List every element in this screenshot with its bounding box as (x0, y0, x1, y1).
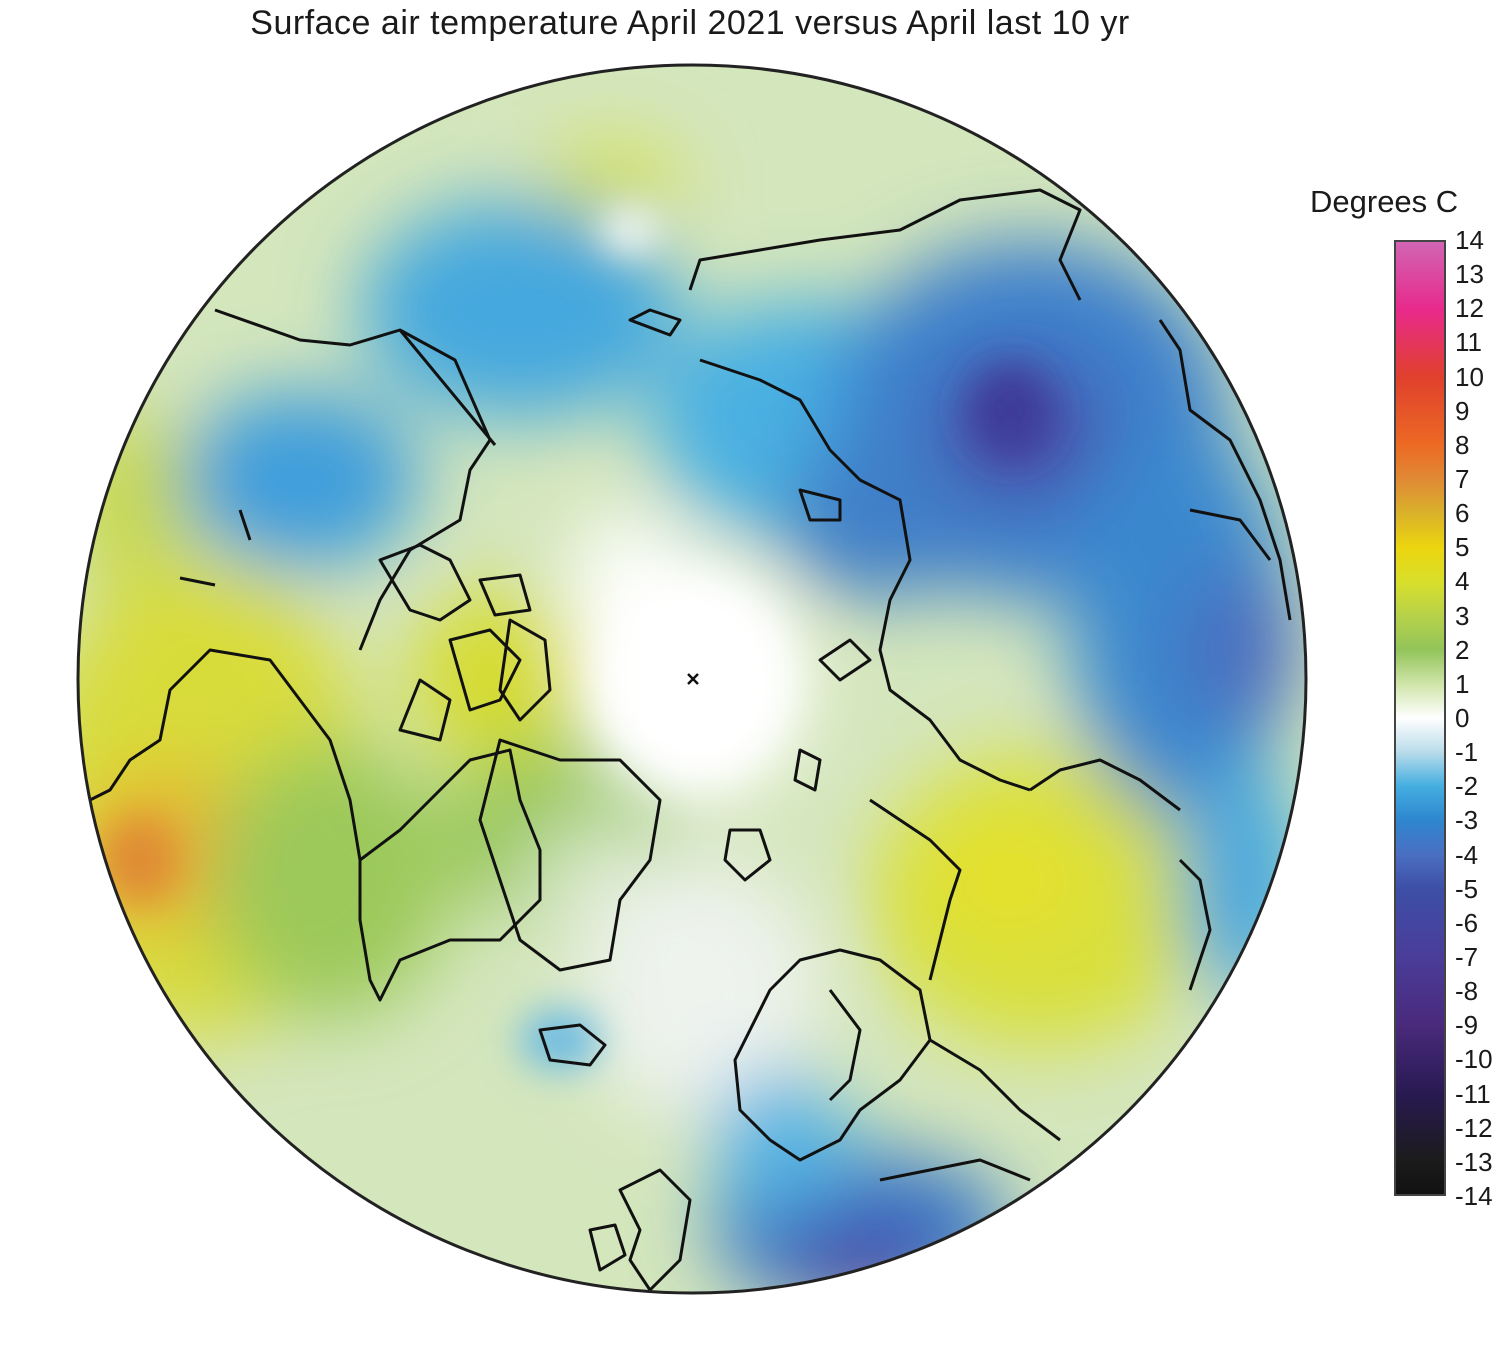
legend-tick-label: 5 (1455, 532, 1470, 563)
legend-tick-label: 11 (1455, 327, 1482, 358)
legend-tick-label: 8 (1455, 429, 1470, 460)
temperature-anomaly-field (78, 65, 1306, 1293)
legend-tick-label: 13 (1455, 259, 1484, 290)
legend-tick-label: -3 (1455, 805, 1479, 836)
legend-tick-label: -2 (1455, 771, 1479, 802)
north-pole-marker (687, 673, 699, 685)
legend-tick-label: 7 (1455, 464, 1470, 494)
coastlines (89, 188, 1292, 1292)
legend-tick-label: -5 (1455, 873, 1479, 904)
legend-tick-label: 4 (1455, 566, 1470, 597)
legend-tick-label: -11 (1455, 1078, 1491, 1109)
legend-tick-label: 3 (1455, 600, 1470, 631)
legend-tick-label: 6 (1455, 498, 1470, 529)
legend-tick-label: 1 (1455, 668, 1470, 699)
legend-tick-label: -10 (1455, 1044, 1493, 1075)
map-boundary (76, 63, 1308, 1295)
legend-tick-label: -1 (1455, 737, 1479, 768)
legend-tick-label: -9 (1455, 1010, 1479, 1041)
legend-tick-label: 2 (1455, 634, 1470, 665)
legend-tick-label: -4 (1455, 839, 1479, 870)
legend-tick-label: 10 (1455, 361, 1484, 392)
legend-tick-label: -12 (1455, 1112, 1493, 1143)
legend-tick-label: 0 (1455, 703, 1470, 733)
legend-tick-label: -13 (1455, 1146, 1493, 1177)
legend-tick-label: 14 (1455, 225, 1484, 255)
legend-tick-label: -8 (1455, 976, 1479, 1007)
map-title: Surface air temperature April 2021 versu… (250, 4, 1130, 42)
legend-tick-label: -14 (1455, 1181, 1493, 1211)
legend-tick-labels: 14 13 12 11 10 9 8 7 6 5 4 3 2 1 0 -1 -2 -3 -4 -5 -6 -7 -8 -9 -1… (1455, 227, 1500, 1222)
legend-colorbar-frame (1394, 240, 1446, 1196)
legend-tick-label: 9 (1455, 395, 1470, 426)
legend-colorbar (1395, 241, 1445, 1195)
legend-tick-label: -6 (1455, 907, 1479, 938)
legend-tick-label: -7 (1455, 942, 1479, 972)
legend-title: Degrees C (1310, 184, 1459, 219)
legend-tick-label: 12 (1455, 293, 1484, 324)
